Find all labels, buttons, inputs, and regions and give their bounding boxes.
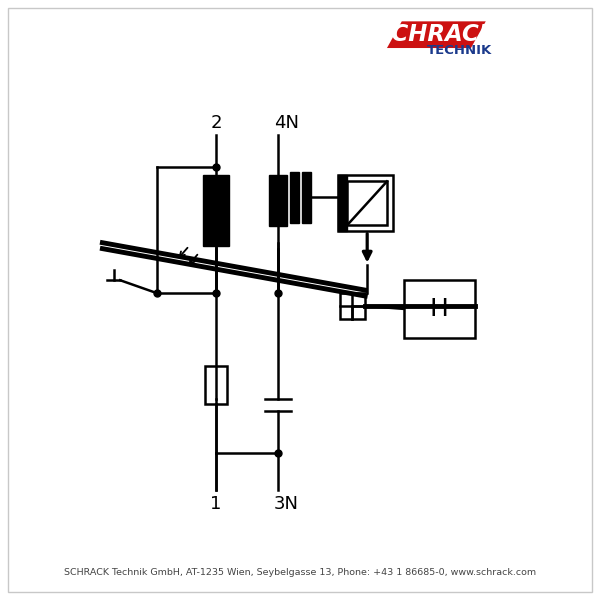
Bar	[338, 175, 347, 231]
Text: SCHRACK Technik GmbH, AT-1235 Wien, Seybelgasse 13, Phone: +43 1 86685-0, www.sc: SCHRACK Technik GmbH, AT-1235 Wien, Seyb…	[64, 568, 536, 577]
Bar	[203, 175, 229, 245]
Bar	[338, 175, 393, 231]
Bar	[404, 280, 475, 338]
Polygon shape	[387, 22, 486, 48]
Text: SCHRACK: SCHRACK	[376, 23, 497, 46]
Text: H: H	[430, 297, 449, 321]
Bar	[205, 366, 227, 404]
Text: TECHNIK: TECHNIK	[427, 44, 492, 58]
Text: 3N: 3N	[274, 494, 299, 512]
Text: 4N: 4N	[274, 114, 299, 132]
Text: 1: 1	[211, 494, 221, 512]
Bar	[347, 181, 387, 225]
Bar	[302, 172, 311, 223]
Bar	[290, 172, 299, 223]
Text: 2: 2	[210, 114, 222, 132]
Bar	[340, 293, 365, 319]
Bar	[269, 175, 287, 226]
